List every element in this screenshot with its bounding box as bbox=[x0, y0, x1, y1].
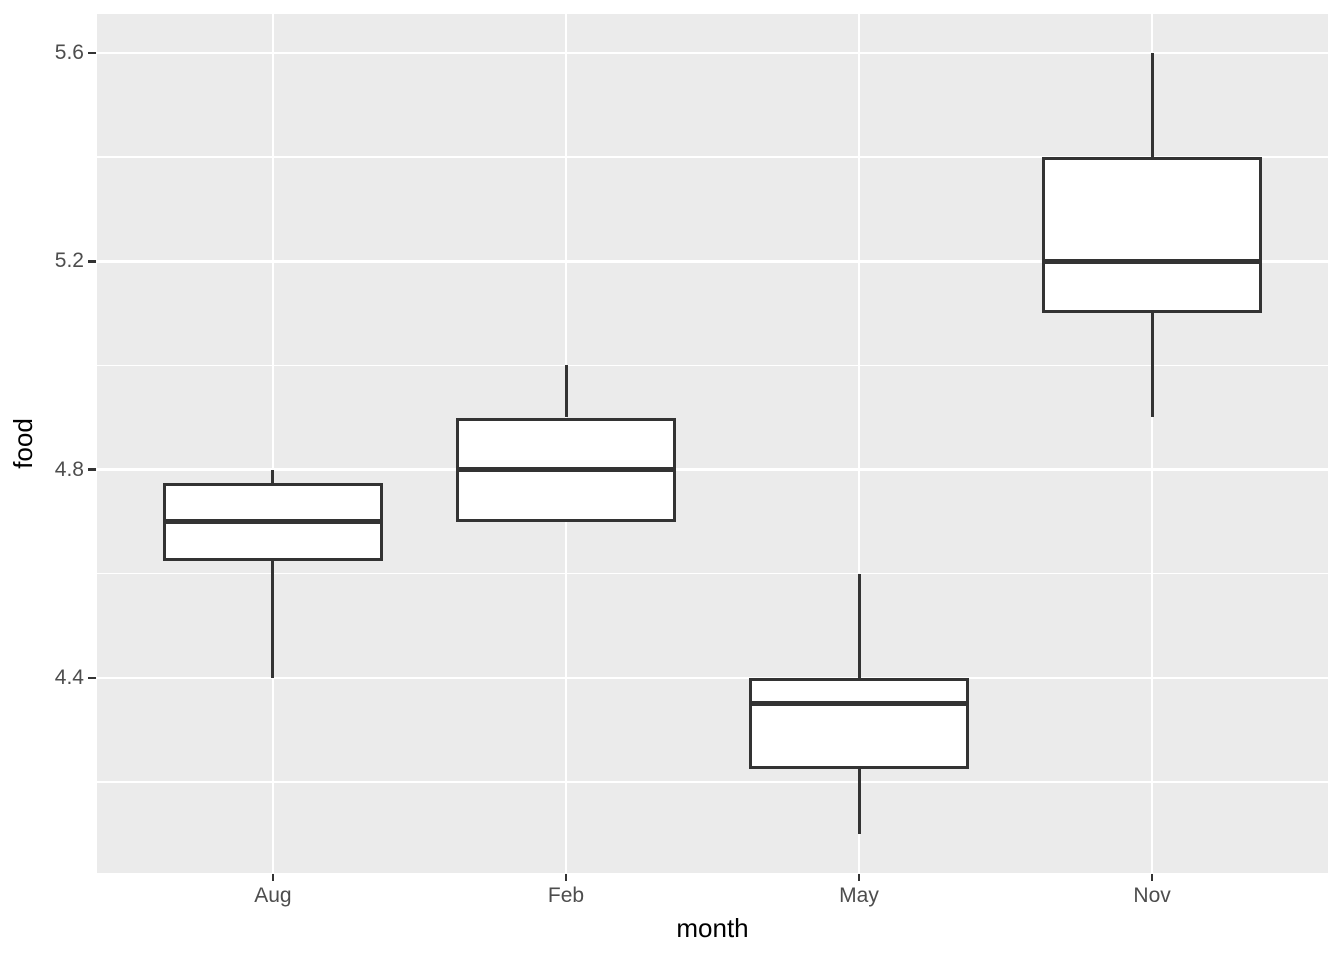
x-axis-tick-label: May bbox=[839, 884, 879, 907]
gridline-minor-horizontal bbox=[97, 156, 1328, 158]
boxplot-may bbox=[97, 14, 1328, 873]
median-line bbox=[456, 467, 676, 472]
gridline-major-vertical bbox=[857, 14, 861, 873]
gridline-minor-horizontal bbox=[97, 572, 1328, 575]
box bbox=[1042, 157, 1262, 314]
median-line bbox=[1042, 258, 1262, 264]
x-axis-tick bbox=[857, 874, 861, 881]
y-axis-tick-label: 5.6 bbox=[54, 41, 84, 64]
gridline-major-horizontal bbox=[97, 260, 1328, 263]
median-line bbox=[162, 519, 383, 525]
gridline-minor-horizontal bbox=[97, 364, 1328, 367]
whisker-lower bbox=[1150, 313, 1154, 418]
gridline-major-vertical bbox=[1150, 14, 1154, 873]
gridline-major-horizontal bbox=[97, 51, 1328, 55]
whisker-lower bbox=[271, 560, 275, 678]
whisker-upper bbox=[564, 365, 568, 418]
gridline-major-horizontal bbox=[97, 676, 1328, 679]
boxplot-aug bbox=[97, 14, 1328, 873]
x-axis-tick bbox=[564, 874, 568, 881]
x-axis-tick-label: Feb bbox=[547, 884, 585, 907]
x-axis-title: month bbox=[676, 913, 749, 943]
box bbox=[749, 677, 969, 769]
boxplot-nov bbox=[97, 14, 1328, 873]
y-axis-tick-label: 5.2 bbox=[54, 249, 84, 273]
plot-panel bbox=[97, 14, 1328, 873]
whisker-upper bbox=[857, 573, 861, 678]
y-axis-tick bbox=[88, 260, 96, 263]
x-axis-tick bbox=[1150, 874, 1154, 881]
gridline-major-horizontal bbox=[97, 468, 1328, 471]
x-axis-tick bbox=[271, 874, 275, 881]
y-axis-tick bbox=[88, 676, 96, 679]
whisker-upper bbox=[1150, 53, 1154, 158]
x-axis-tick-label: Aug bbox=[254, 884, 292, 907]
x-axis-tick-label: Nov bbox=[1133, 884, 1171, 907]
gridline-major-vertical bbox=[271, 14, 275, 873]
whisker-upper bbox=[271, 469, 275, 483]
gridline-minor-horizontal bbox=[97, 781, 1328, 783]
y-axis-tick-label: 4.8 bbox=[54, 457, 84, 481]
y-axis-title-wrap: food bbox=[0, 14, 46, 873]
y-axis-tick-label: 4.4 bbox=[54, 665, 84, 689]
y-axis-tick bbox=[88, 51, 96, 55]
y-axis-tick bbox=[88, 468, 96, 471]
boxplot-feb bbox=[97, 14, 1328, 873]
median-line bbox=[749, 701, 969, 707]
whisker-lower bbox=[857, 768, 861, 834]
